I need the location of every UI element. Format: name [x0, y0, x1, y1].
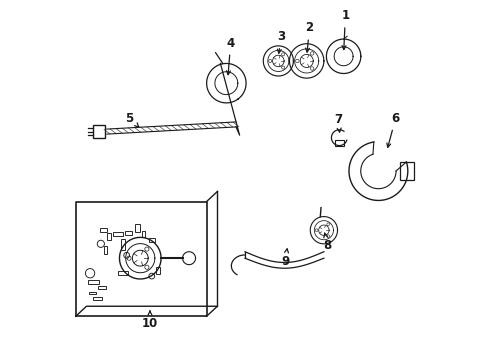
Text: 3: 3	[277, 30, 285, 53]
Text: 1: 1	[342, 9, 349, 50]
Bar	[113, 232, 122, 235]
Bar	[93, 125, 105, 138]
Bar	[100, 228, 107, 232]
Text: 5: 5	[125, 112, 139, 127]
Bar	[121, 239, 125, 250]
Bar	[124, 231, 132, 235]
Bar	[98, 286, 105, 289]
Bar	[148, 238, 155, 242]
Bar	[135, 225, 140, 232]
Bar	[104, 246, 107, 254]
Bar	[143, 231, 146, 237]
Text: 8: 8	[323, 233, 332, 252]
Text: 4: 4	[226, 36, 235, 75]
Text: 6: 6	[387, 112, 400, 147]
Bar	[118, 271, 128, 275]
Bar	[89, 292, 96, 294]
Bar	[88, 280, 99, 284]
Text: 10: 10	[142, 311, 158, 330]
Bar	[156, 267, 160, 274]
Text: 9: 9	[281, 249, 289, 268]
Bar	[400, 162, 414, 180]
Bar	[107, 233, 111, 240]
Bar	[335, 140, 343, 145]
Text: 7: 7	[334, 113, 343, 132]
Text: 2: 2	[305, 22, 314, 52]
Bar	[94, 297, 102, 300]
